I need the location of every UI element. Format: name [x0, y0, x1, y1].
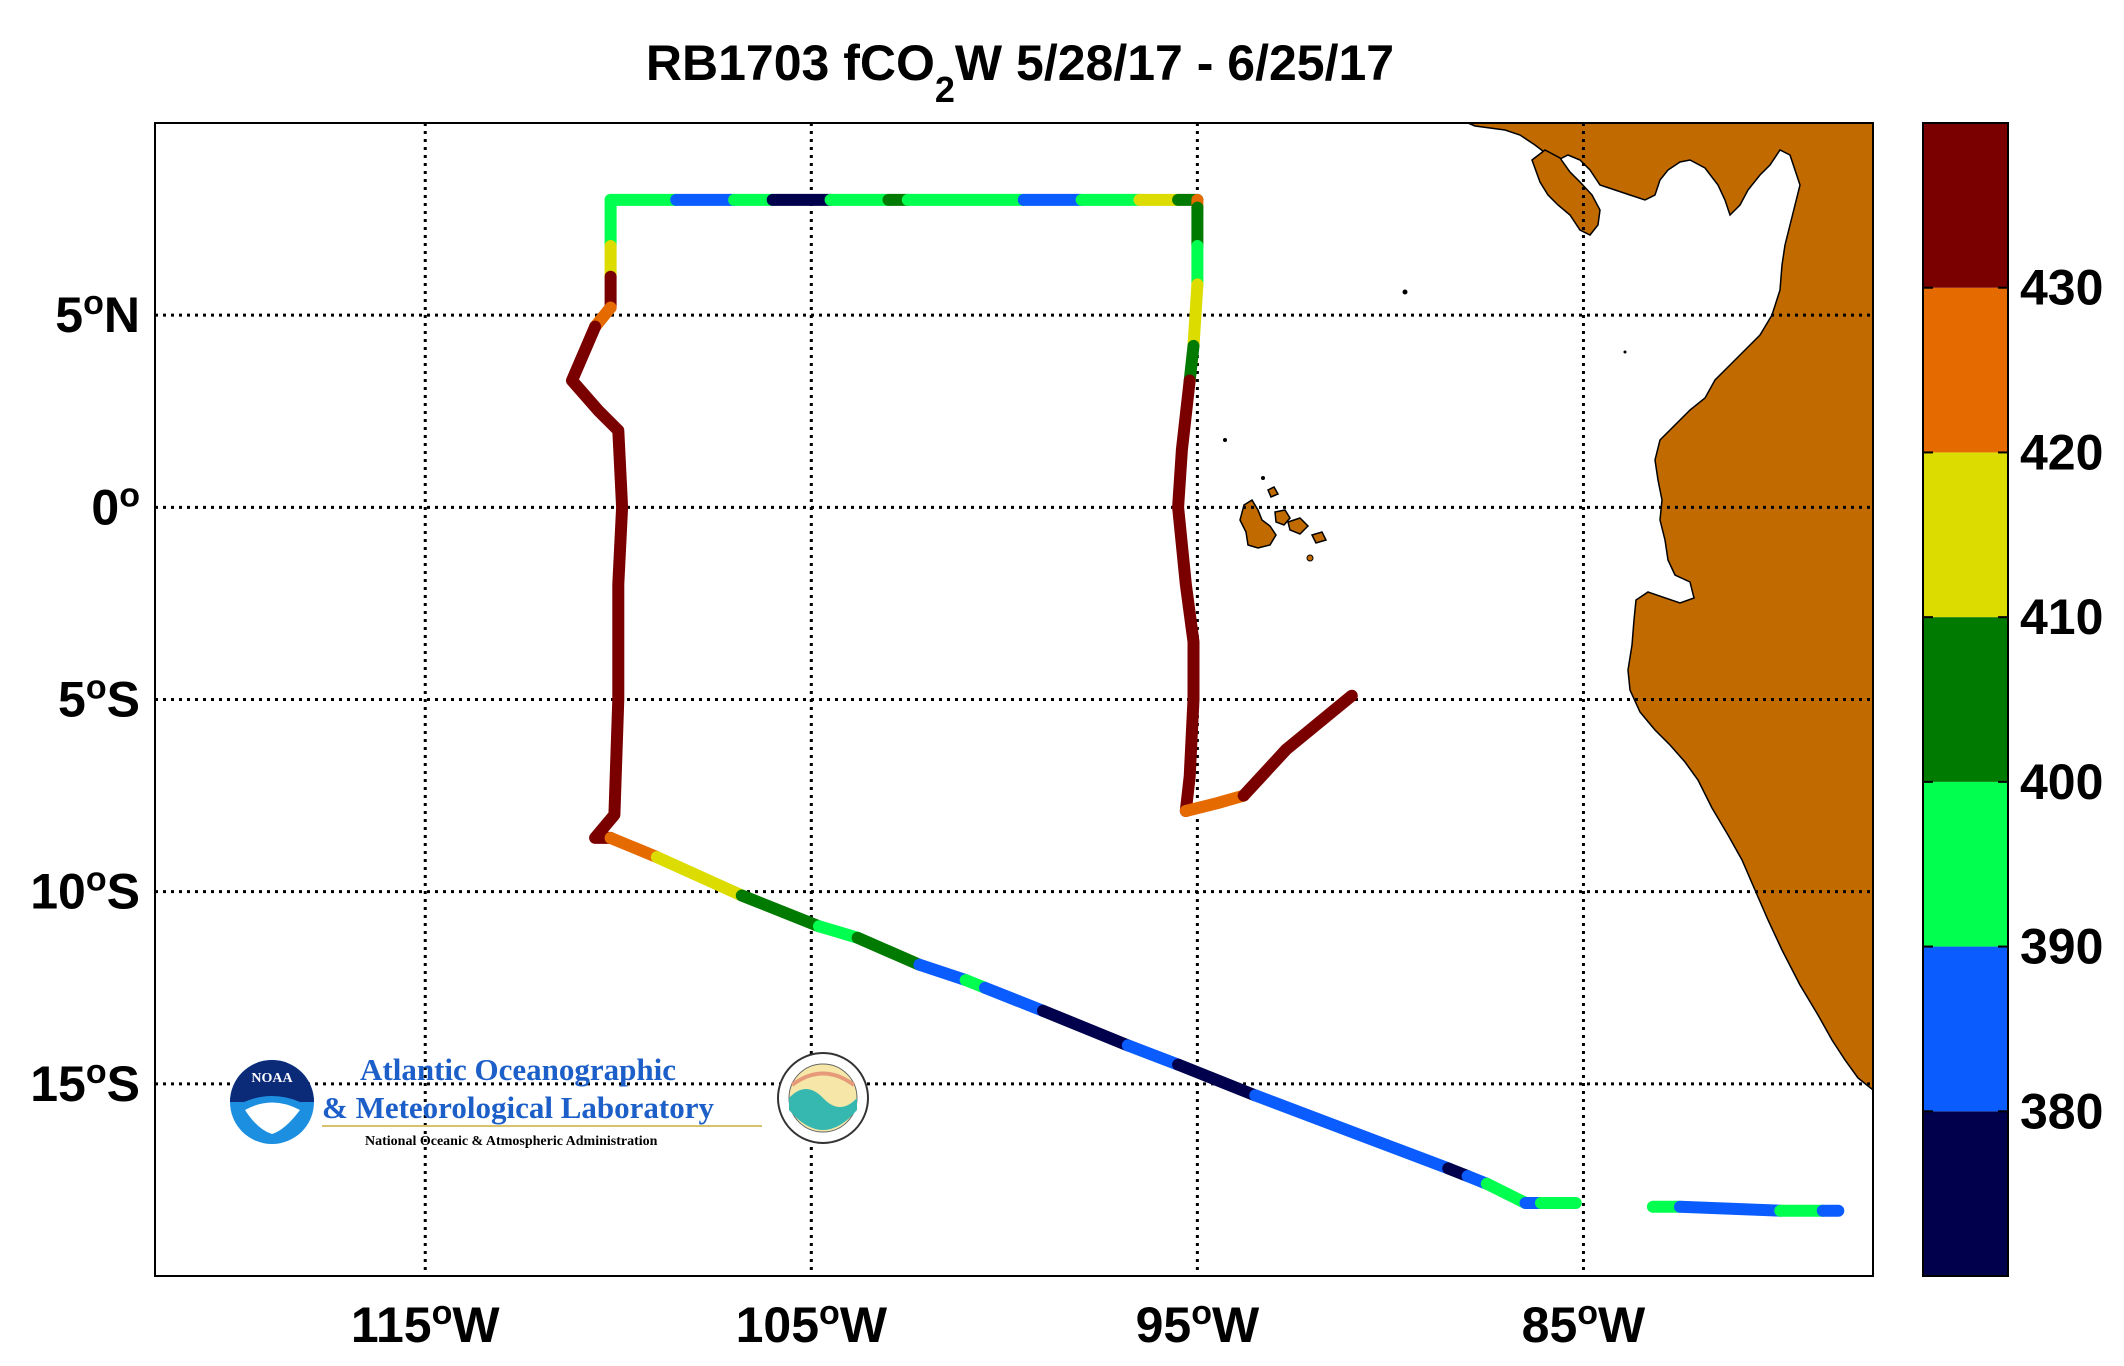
aoml-logo: NOAA Atlantic Oceanographic & Meteorolog…	[230, 1052, 869, 1149]
colorbar-label: 400	[2020, 754, 2103, 810]
track-segment	[1037, 1004, 1134, 1052]
colorbar-bin	[1923, 287, 2008, 453]
colorbar-ticks: 430 420 410 400 390 380	[1923, 260, 2103, 1139]
track-segment	[735, 889, 825, 933]
y-tick-label: 15oS	[30, 1053, 140, 1112]
island-dot	[1623, 350, 1627, 354]
x-axis-ticks: 115oW 105oW 95oW 85oW	[351, 1294, 1646, 1353]
track-segment	[1480, 1177, 1532, 1209]
x-tick-label: 105oW	[736, 1294, 888, 1353]
track-segment	[1249, 1089, 1455, 1175]
track-segment	[1172, 374, 1200, 817]
y-tick-label: 5oS	[58, 669, 140, 728]
gridlines	[155, 123, 1873, 1276]
noaa-badge-text: NOAA	[251, 1071, 293, 1086]
colorbar-label: 420	[2020, 424, 2103, 480]
track-segment	[1674, 1200, 1787, 1217]
logo-line-3: National Oceanic & Atmospheric Administr…	[365, 1134, 658, 1149]
track-segment	[604, 831, 663, 864]
colorbar-bin	[1923, 452, 2008, 618]
colorbar-bin	[1923, 781, 2008, 947]
x-tick-label: 115oW	[351, 1294, 500, 1353]
track-segment	[979, 981, 1049, 1017]
cruise-track	[566, 193, 1845, 1217]
track-segment	[1179, 789, 1250, 817]
logo-rule	[322, 1125, 762, 1127]
track-segment	[813, 920, 864, 944]
aoml-seal-icon	[777, 1052, 869, 1144]
x-tick-label: 95oW	[1136, 1294, 1260, 1353]
colorbar-frame	[1922, 122, 2009, 1277]
chart-title: RB1703 fCO2W 5/28/17 - 6/25/17	[646, 35, 1394, 110]
track-segment	[1121, 1039, 1185, 1071]
colorbar	[1923, 123, 2008, 1276]
colorbar-bin	[1923, 123, 2008, 288]
colorbar-label: 390	[2020, 919, 2103, 975]
y-tick-label: 10oS	[30, 861, 140, 920]
y-tick-label: 0o	[91, 476, 140, 535]
land-galapagos	[1223, 438, 1328, 562]
island-dot	[1402, 289, 1408, 295]
logo-line-1: Atlantic Oceanographic	[360, 1052, 676, 1087]
y-axis-ticks: 5oN 0o 5oS 10oS 15oS	[30, 284, 140, 1112]
colorbar-label: 380	[2020, 1083, 2103, 1139]
track-segment	[1187, 278, 1204, 352]
x-tick-label: 85oW	[1522, 1294, 1646, 1353]
track-segment	[650, 851, 748, 902]
colorbar-bin	[1923, 617, 2008, 782]
track-segment	[851, 931, 926, 971]
colorbar-bin	[1923, 946, 2008, 1112]
map-frame	[154, 122, 1874, 1277]
track-segment	[1172, 1058, 1262, 1102]
colorbar-label: 430	[2020, 260, 2103, 316]
colorbar-bin	[1923, 1111, 2008, 1276]
noaa-emblem: NOAA	[230, 1060, 314, 1144]
y-tick-label: 5oN	[55, 284, 140, 343]
track-segment	[1237, 689, 1358, 802]
logo-line-2: & Meteorological Laboratory	[322, 1090, 714, 1125]
track-segment	[566, 320, 629, 844]
colorbar-label: 410	[2020, 589, 2103, 645]
track-segment	[913, 958, 972, 987]
